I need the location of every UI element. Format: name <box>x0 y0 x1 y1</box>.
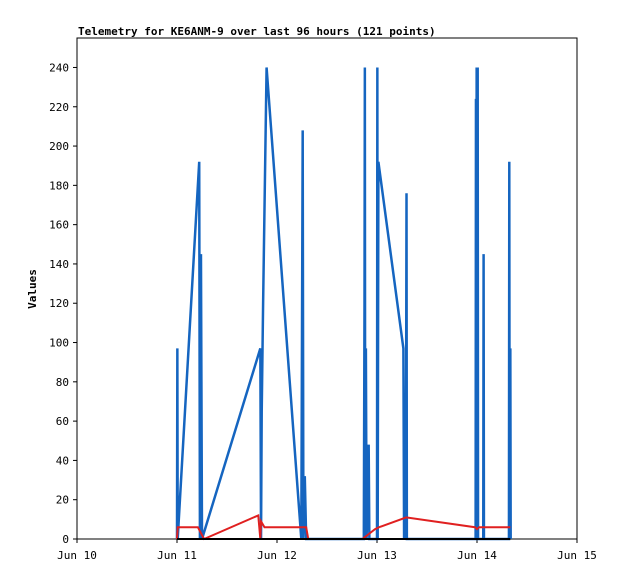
x-tick-label: Jun 13 <box>357 549 397 562</box>
series-line-1 <box>176 513 511 541</box>
x-tick-label: Jun 14 <box>457 549 497 562</box>
x-tick-label: Jun 10 <box>57 549 97 562</box>
y-tick-label: 160 <box>49 219 69 232</box>
x-tick-label: Jun 12 <box>257 549 297 562</box>
y-tick-label: 60 <box>56 415 69 428</box>
y-tick-label: 0 <box>62 533 69 546</box>
plot-frame <box>76 37 578 540</box>
y-axis-label: Values <box>26 269 39 309</box>
y-tick-label: 200 <box>49 140 69 153</box>
y-tick-label: 80 <box>56 376 69 389</box>
y-tick-label: 120 <box>49 297 69 310</box>
y-tick-label: 20 <box>56 494 69 507</box>
y-tick-label: 140 <box>49 258 69 271</box>
y-tick-label: 100 <box>49 337 69 350</box>
y-axis: 0 20 40 60 80 100 120 140 160 180 200 220 240 <box>49 61 77 546</box>
y-tick-label: 220 <box>49 101 69 114</box>
series-layer <box>175 67 512 541</box>
x-tick-label: Jun 15 <box>557 549 597 562</box>
series-line-0 <box>175 67 512 541</box>
y-tick-label: 180 <box>49 179 69 192</box>
y-tick-label: 240 <box>49 61 69 74</box>
x-tick-label: Jun 11 <box>157 549 197 562</box>
y-tick-label: 40 <box>56 454 69 467</box>
chart-title: Telemetry for KE6ANM-9 over last 96 hour… <box>78 25 436 38</box>
x-axis: Jun 10 Jun 11 Jun 12 Jun 13 Jun 14 Jun 15 <box>57 539 597 562</box>
